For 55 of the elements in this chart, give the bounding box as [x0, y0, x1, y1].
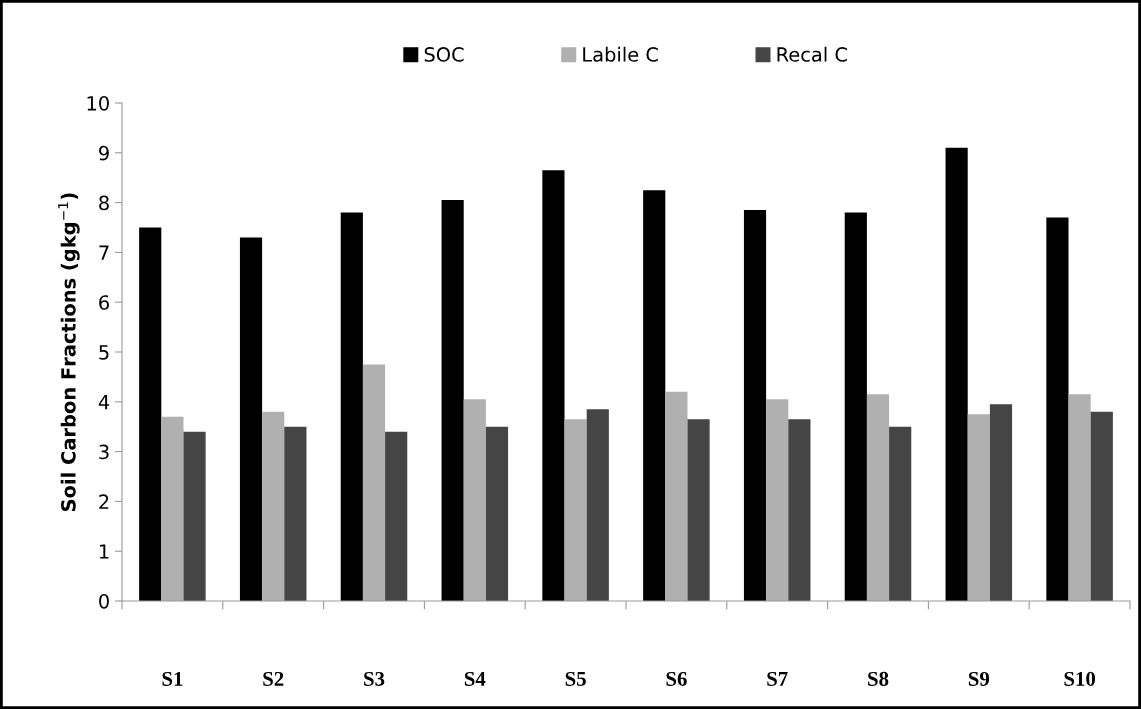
bar [441, 200, 464, 601]
y-tick-label: 7 [99, 245, 109, 260]
y-tick-label: 5 [99, 345, 109, 360]
bar [586, 409, 609, 601]
bar [139, 227, 162, 601]
y-tick-label: 1 [99, 544, 109, 559]
legend-label: Labile C [583, 46, 658, 62]
y-tick-label: 0 [99, 593, 109, 609]
y-tick-label: 4 [98, 395, 110, 410]
bar [239, 237, 263, 601]
x-tick-label: S10 [1064, 671, 1096, 686]
bar [866, 394, 890, 601]
bar [284, 426, 307, 601]
y-tick-label: 9 [99, 145, 109, 161]
legend-label: Recal C [777, 46, 847, 62]
bar [889, 426, 912, 601]
legend-label: SOC [424, 47, 464, 62]
bar [542, 170, 565, 601]
bar [1090, 411, 1113, 601]
bar [643, 190, 666, 601]
y-tick-label: 8 [99, 195, 109, 211]
bar [564, 419, 587, 601]
bar [743, 210, 767, 601]
bar [385, 431, 408, 601]
y-tick-label: 6 [99, 295, 109, 310]
bar [844, 212, 867, 601]
x-tick-label: S4 [464, 671, 486, 686]
x-tick-label: S8 [868, 671, 889, 686]
bar [967, 414, 990, 601]
bar [788, 419, 811, 601]
bar [989, 404, 1013, 601]
y-tick-label: 3 [99, 444, 109, 460]
bar [485, 426, 509, 601]
x-tick-label: S7 [767, 671, 788, 686]
x-tick-label: S9 [968, 671, 990, 686]
y-axis-title: Soil Carbon Fractions (gkg$^{−1}$) [58, 193, 80, 512]
bar [1068, 394, 1091, 601]
x-tick-label: S2 [263, 671, 284, 686]
x-tick-label: S1 [162, 671, 183, 686]
x-tick-label: S5 [565, 671, 586, 686]
bar [161, 416, 184, 601]
bar [362, 364, 386, 601]
y-tick-label: 2 [99, 494, 109, 509]
x-tick-label: S6 [666, 671, 687, 686]
bar [262, 411, 285, 601]
bar [766, 399, 789, 601]
y-tick-label: 10 [87, 95, 109, 111]
bar [945, 147, 968, 601]
x-tick-label: S3 [364, 671, 385, 686]
bar [1046, 217, 1069, 601]
bar [665, 391, 688, 601]
bar [687, 419, 710, 601]
bar [183, 431, 206, 601]
bar [340, 212, 363, 601]
bar [463, 399, 486, 601]
